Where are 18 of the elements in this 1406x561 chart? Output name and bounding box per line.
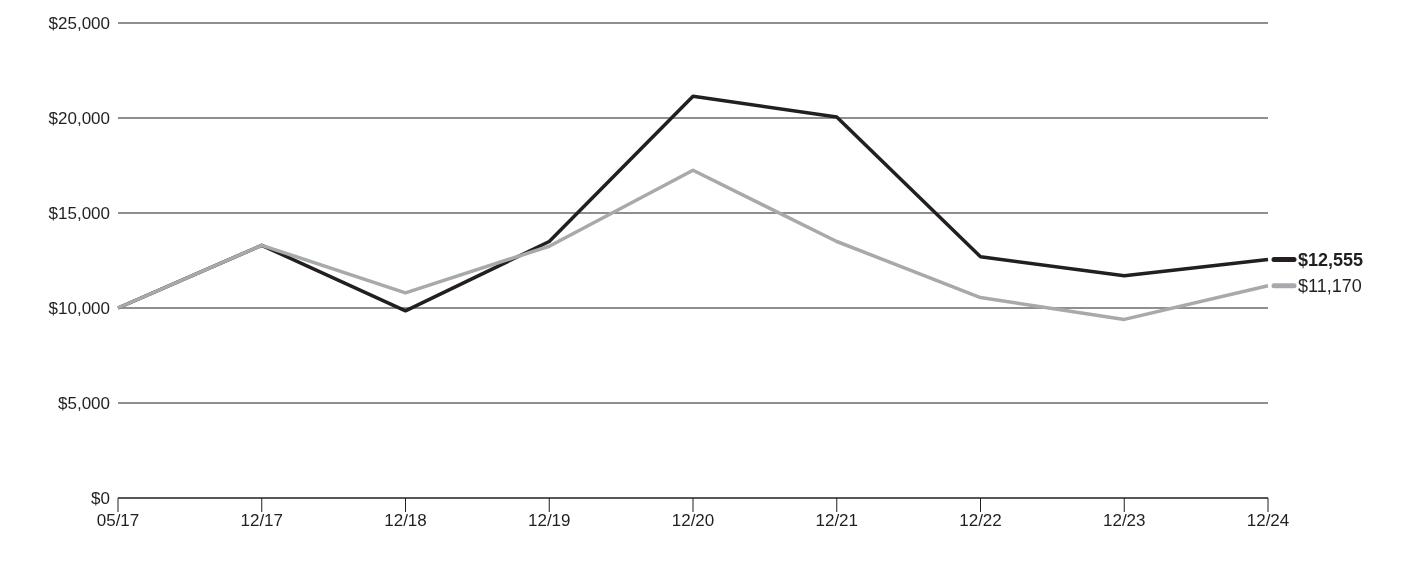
x-tick-label: 12/22 <box>959 511 1002 531</box>
x-tick-label: 12/23 <box>1102 511 1146 531</box>
x-tick-label: 12/21 <box>815 511 859 531</box>
y-tick-label: $20,000 <box>48 109 110 129</box>
x-tick-label: 12/17 <box>240 511 284 531</box>
x-tick-label: 05/17 <box>96 511 140 531</box>
x-tick-label: 12/18 <box>384 511 427 531</box>
line-series <box>116 168 1270 322</box>
y-tick-label: $25,000 <box>48 14 110 34</box>
data-label: $11,170 <box>1298 276 1362 297</box>
y-tick-label: $5,000 <box>58 394 110 414</box>
x-tick-label: 12/19 <box>527 511 571 531</box>
x-tick-label: 12/20 <box>671 511 715 531</box>
data-label: $12,555 <box>1298 249 1364 270</box>
y-tick-label: $15,000 <box>48 204 110 224</box>
y-tick-label: $0 <box>91 489 110 509</box>
y-tick-label: $10,000 <box>48 299 110 319</box>
x-tick-label: 12/24 <box>1246 511 1290 531</box>
